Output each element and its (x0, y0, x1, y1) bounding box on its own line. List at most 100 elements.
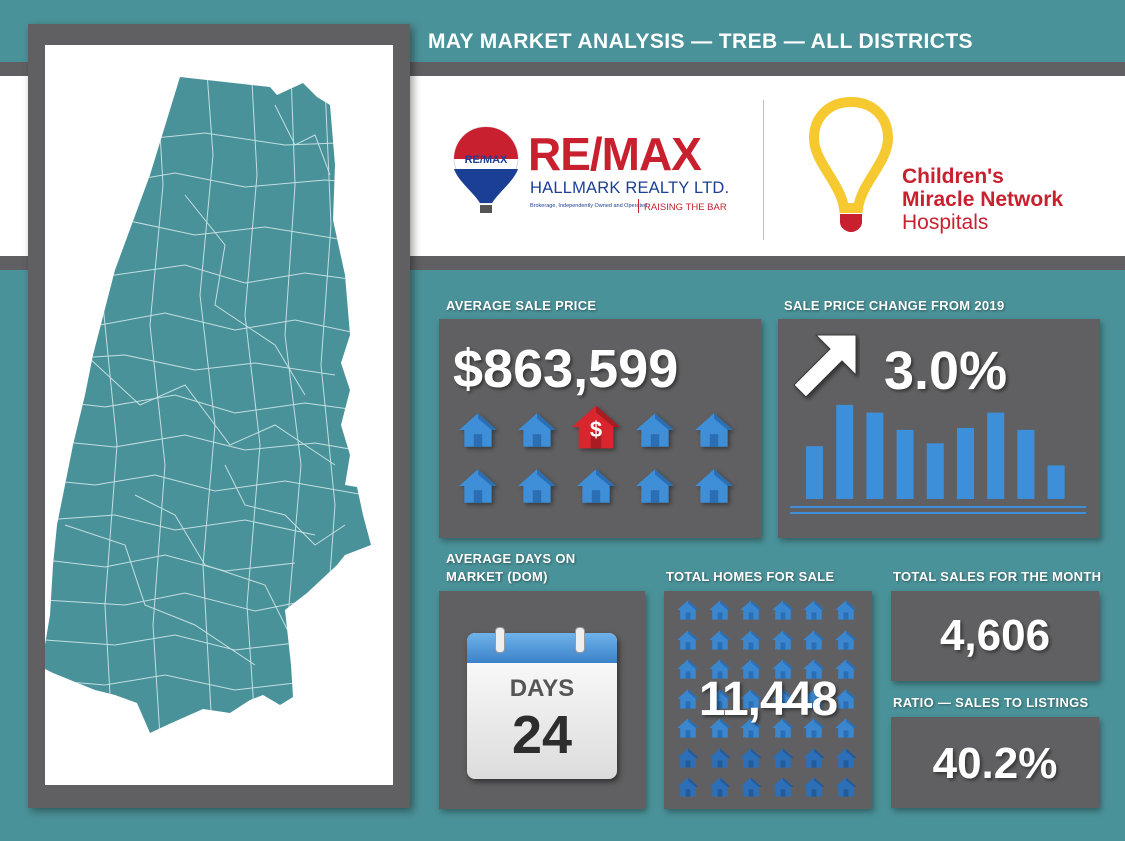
dom-label-line2: MARKET (DOM) (446, 569, 548, 584)
price-change-bar (1017, 429, 1035, 499)
price-change-bar (836, 404, 854, 499)
avg-sale-value: $863,599 (453, 339, 679, 399)
house-icon (457, 467, 499, 510)
house-icon (739, 658, 763, 685)
price-change-bar (806, 446, 823, 499)
arrow-up-right-icon (793, 334, 857, 398)
house-icon (739, 688, 763, 715)
house-icon (771, 658, 795, 685)
house-icon (457, 411, 499, 454)
house-icon (802, 717, 826, 744)
sales-panel: 4,606 (891, 591, 1099, 681)
price-change-bar (1047, 465, 1065, 499)
dollar-house-icon: $ (569, 403, 623, 451)
ratio-panel: 40.2% (891, 717, 1099, 808)
price-change-bar (866, 412, 884, 499)
house-icon (676, 629, 700, 656)
house-icon (708, 658, 732, 685)
house-icon (693, 411, 735, 454)
house-icon (676, 688, 700, 715)
house-icon (771, 747, 795, 774)
price-change-value: 3.0% (884, 341, 1008, 401)
ratio-label: RATIO — SALES TO LISTINGS (893, 695, 1089, 710)
house-icon (802, 747, 826, 774)
remax-tagline: RAISING THE BAR (644, 202, 727, 213)
house-icon (771, 688, 795, 715)
house-icon (739, 747, 763, 774)
homes-value: 11,448 (698, 673, 838, 726)
house-icon (676, 717, 700, 744)
house-icon (834, 658, 858, 685)
price-change-bar (957, 427, 974, 499)
sales-value: 4,606 (939, 611, 1051, 660)
house-icon (802, 629, 826, 656)
house-icon (771, 599, 795, 626)
calendar-word: DAYS (509, 675, 575, 702)
homes-panel: 11,448 (664, 591, 872, 809)
house-icon (834, 747, 858, 774)
dollar-symbol: $ (589, 417, 603, 442)
calendar-icon: DAYS 24 (467, 627, 617, 779)
house-icon (676, 747, 700, 774)
logo-divider (763, 100, 764, 240)
remax-wordmark: RE/MAX (528, 128, 702, 180)
house-icon (834, 717, 858, 744)
house-icon (739, 776, 763, 803)
homes-house-grid (676, 599, 866, 804)
house-icon (802, 688, 826, 715)
avg-sale-house-grid: $ (457, 405, 757, 521)
house-icon (771, 717, 795, 744)
house-icon (834, 599, 858, 626)
house-icon (708, 599, 732, 626)
map-canvas (45, 45, 393, 785)
house-icon (693, 467, 735, 510)
price-change-panel: 3.0% (778, 319, 1100, 538)
remax-fine-print: Brokerage, Independently Owned and Opera… (530, 203, 648, 209)
house-icon (708, 629, 732, 656)
price-change-bar (896, 429, 914, 499)
price-change-bar (926, 443, 944, 499)
house-icon (708, 776, 732, 803)
price-change-bars (790, 404, 1086, 514)
house-icon (708, 717, 732, 744)
house-icon (708, 688, 732, 715)
sales-label: TOTAL SALES FOR THE MONTH (893, 569, 1102, 584)
house-icon (834, 629, 858, 656)
house-icon (634, 411, 676, 454)
house-icon (516, 411, 558, 454)
house-icon (634, 467, 676, 510)
avg-sale-panel: $863,599 $ (439, 319, 761, 538)
house-icon (739, 717, 763, 744)
cmn-logo: Children's Miracle Network Hospitals (806, 96, 1096, 236)
lightbulb-icon (808, 96, 894, 232)
house-icon (834, 688, 858, 715)
house-icon (708, 747, 732, 774)
price-change-label: SALE PRICE CHANGE FROM 2019 (784, 298, 1005, 313)
dom-panel: DAYS 24 (439, 591, 645, 809)
house-icon (834, 776, 858, 803)
house-icon (575, 467, 617, 510)
district-map (45, 77, 371, 733)
remax-logo: RE/MAX RE/MAX HALLMARK REALTY LTD. Broke… (448, 125, 748, 225)
dom-value: 24 (511, 705, 573, 765)
price-change-bar (987, 412, 1005, 499)
house-icon (771, 776, 795, 803)
cmn-line2: Miracle Network (902, 188, 1064, 211)
cmn-line3: Hospitals (902, 211, 989, 234)
homes-label: TOTAL HOMES FOR SALE (666, 569, 835, 584)
remax-balloon-icon: RE/MAX (453, 126, 519, 213)
dom-label-line1: AVERAGE DAYS ON (446, 551, 576, 566)
house-icon (802, 658, 826, 685)
avg-sale-label: AVERAGE SALE PRICE (446, 298, 597, 313)
house-icon (802, 599, 826, 626)
page-title: MAY MARKET ANALYSIS — TREB — ALL DISTRIC… (428, 30, 973, 53)
remax-company: HALLMARK REALTY LTD. (530, 179, 730, 197)
house-icon (676, 658, 700, 685)
house-icon (516, 467, 558, 510)
house-icon (771, 629, 795, 656)
balloon-text: RE/MAX (465, 154, 508, 166)
house-icon (802, 776, 826, 803)
house-icon (676, 599, 700, 626)
house-icon (739, 599, 763, 626)
remax-divider (638, 199, 639, 213)
